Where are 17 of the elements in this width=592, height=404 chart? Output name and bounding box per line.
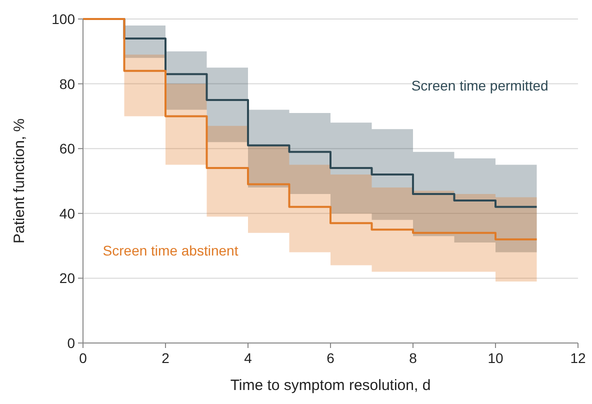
- y-tick-label: 60: [59, 140, 76, 157]
- y-tick-label: 40: [59, 205, 76, 222]
- text: Screen time permitted: [411, 77, 548, 94]
- x-tick-label: 12: [570, 350, 586, 366]
- x-axis-title: Time to symptom resolution, d: [230, 377, 431, 394]
- y-tick-label: 100: [52, 11, 76, 27]
- y-tick-label: 0: [67, 335, 76, 351]
- x-tick-label: 6: [326, 350, 335, 366]
- x-tick-label: 8: [409, 350, 418, 366]
- x-tick-label: 2: [162, 350, 170, 366]
- y-tick-label: 80: [59, 76, 76, 92]
- y-tick-label: 20: [59, 270, 76, 286]
- x-tick-label: 0: [79, 350, 88, 366]
- text: Screen time abstinent: [102, 242, 238, 259]
- x-tick-label: 4: [244, 350, 252, 366]
- y-axis-title: Patient function, %: [11, 118, 28, 244]
- x-tick-label: 10: [488, 350, 504, 366]
